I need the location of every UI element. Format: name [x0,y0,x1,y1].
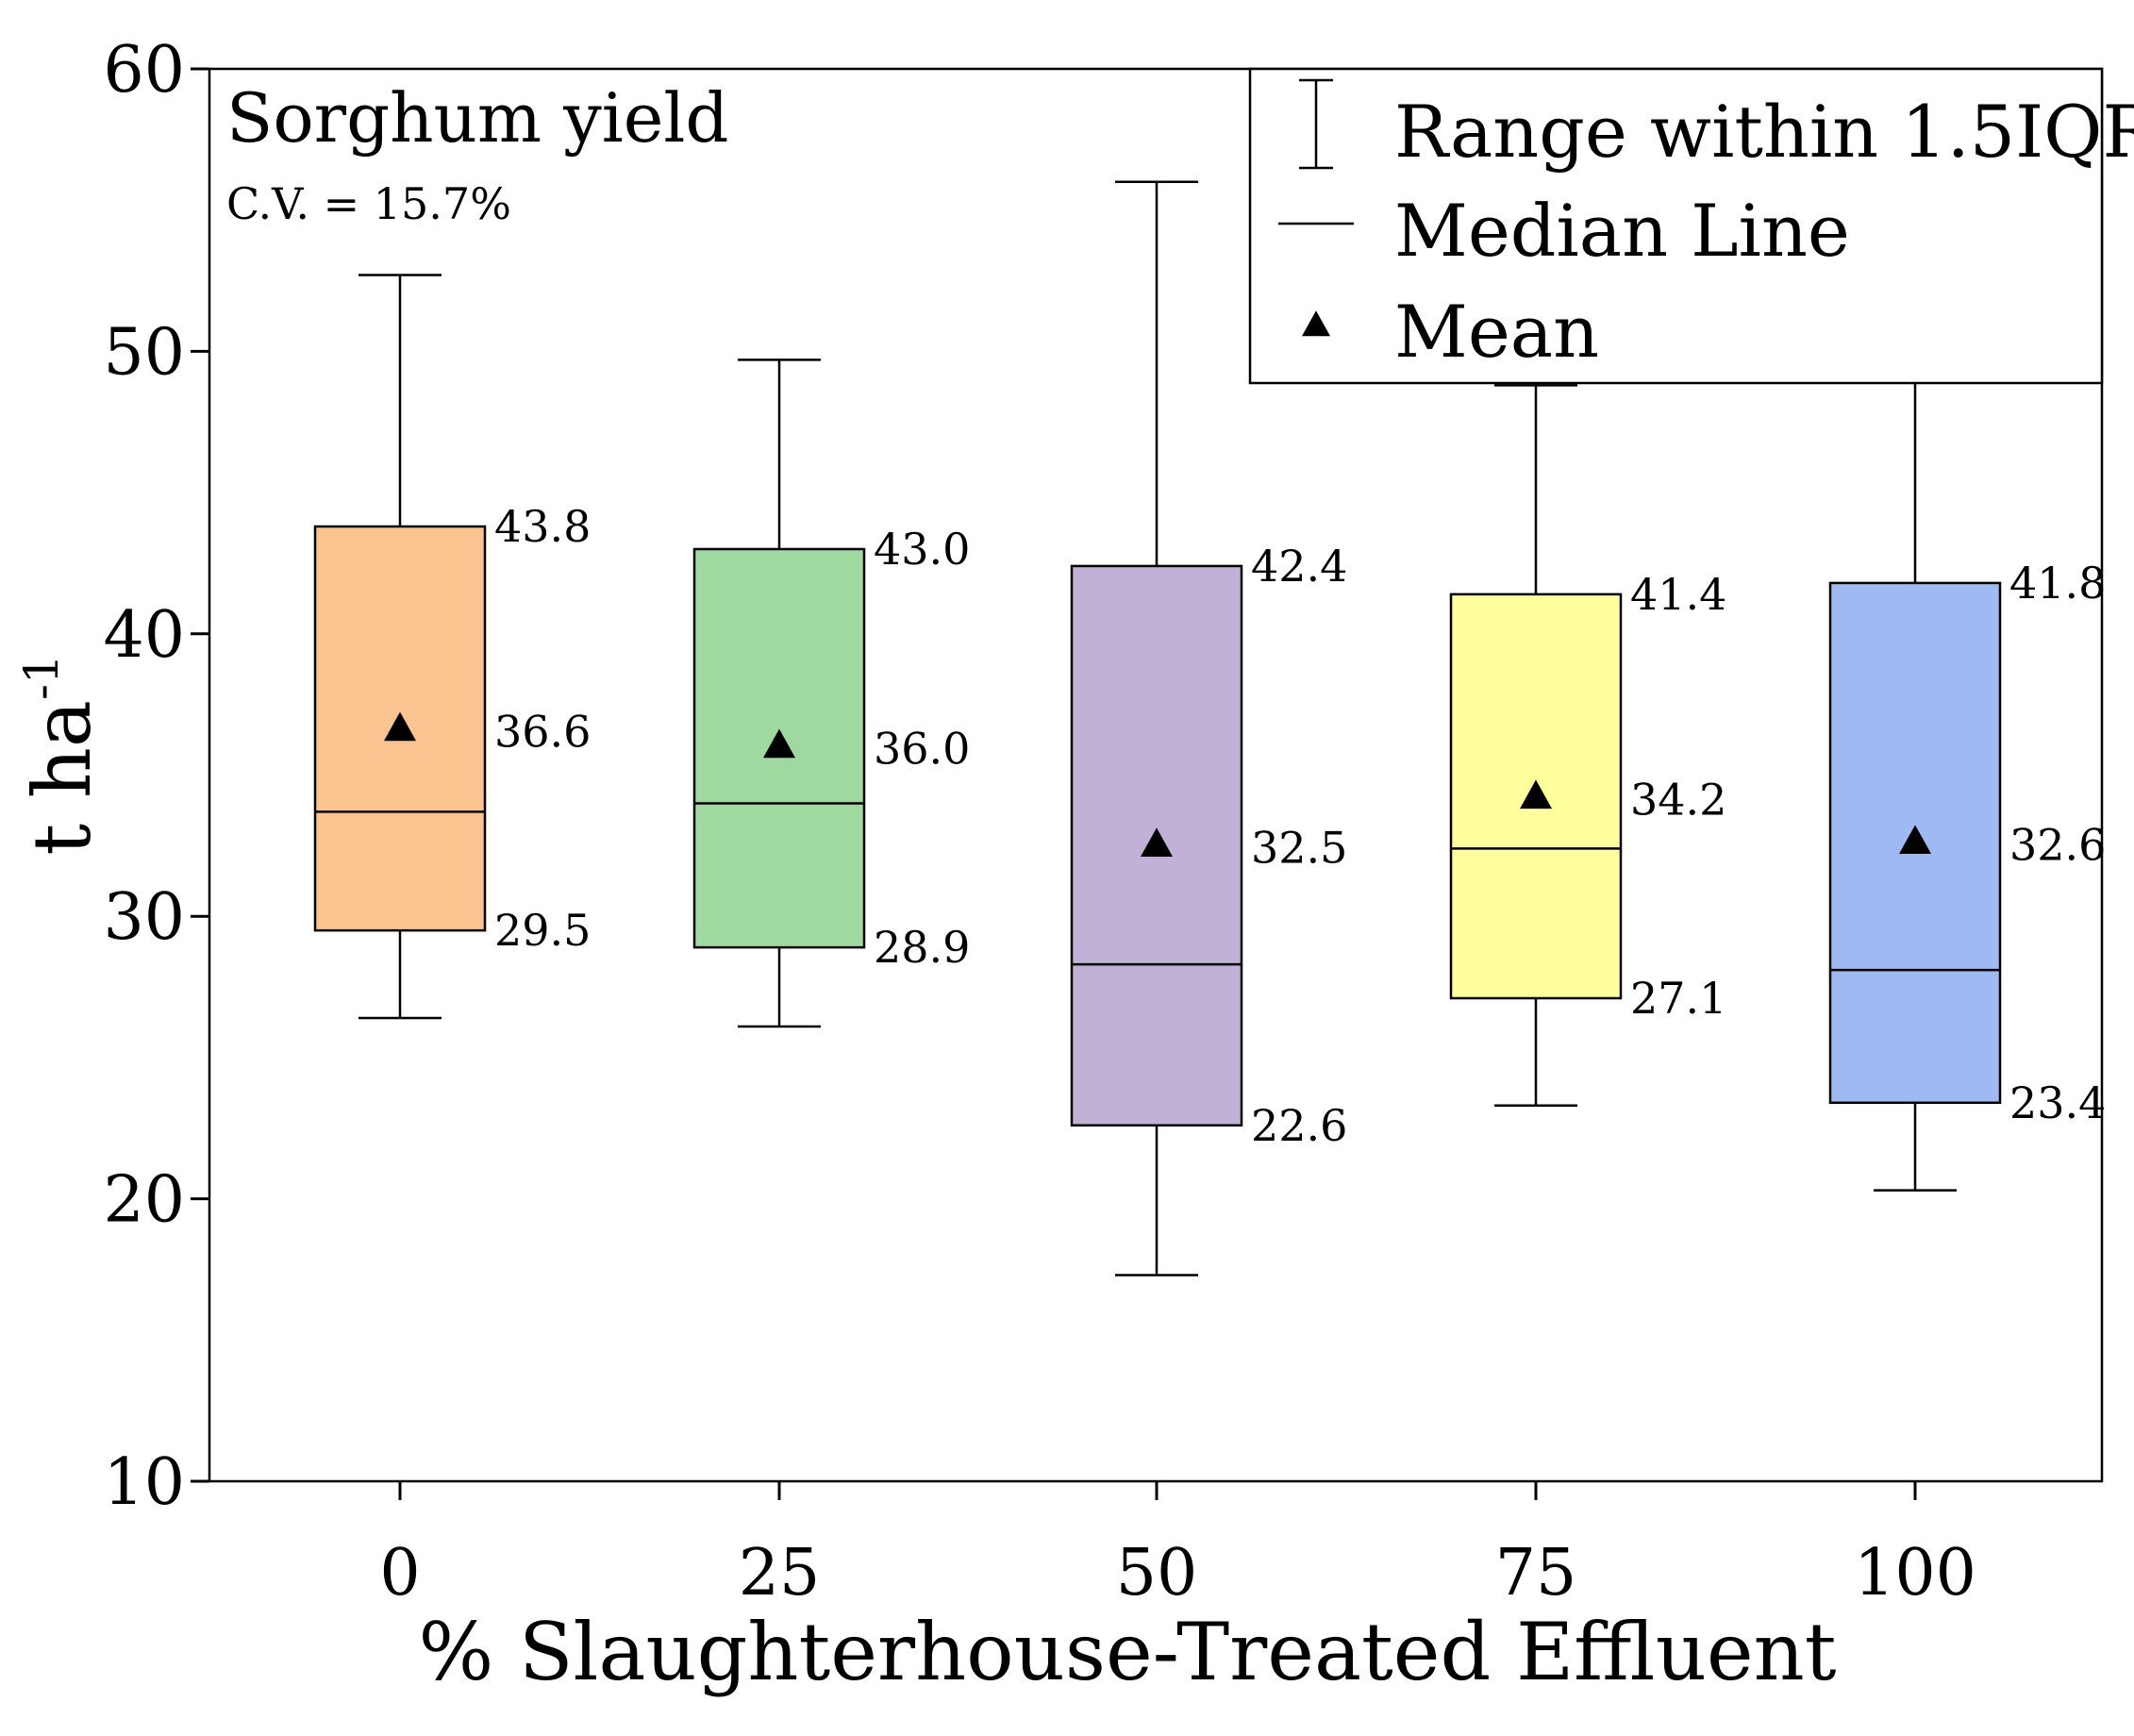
mean-marker [1141,827,1173,857]
y-tick-label-40: 40 [103,598,185,673]
legend-entry-triangle: Mean [1302,290,1599,374]
legend-entry-whisker: Range within 1.5IQR [1299,78,2134,174]
mean-triangle-icon [1302,310,1330,337]
mean-marker [1899,825,1931,854]
y-axis-title-group: t ha-1 [14,654,108,855]
legend: Range within 1.5IQR Median Line Mean [1248,67,2134,385]
cv-annotation: C.V. = 15.7% [226,178,511,229]
chart-title: Sorghum yield [226,78,729,158]
y-axis-title: t ha-1 [14,654,108,855]
x-tick-label-100: 100 [1854,1536,1976,1611]
legend-entry-line: Median Line [1278,189,1850,273]
mean-marker [384,711,416,742]
mean-marker [763,728,795,759]
mean-label: 32.6 [2009,819,2106,870]
q3-label: 41.4 [1630,569,1726,620]
mean-label: 36.0 [874,724,970,775]
y-axis-title-superscript: -1 [14,654,69,700]
x-tick-label-50: 50 [1116,1536,1198,1611]
legend-label: Range within 1.5IQR [1394,90,2134,174]
q3-label: 41.8 [2009,558,2106,609]
x-axis-title: % Slaughterhouse-Treated Effluent [418,1606,1836,1698]
q1-label: 28.9 [874,922,970,973]
x-tick-label-0: 0 [379,1536,420,1611]
q3-label: 42.4 [1251,541,1347,592]
q1-label: 29.5 [494,905,591,956]
box-group-25: 43.0 36.0 28.9 [692,359,970,1028]
y-tick-label-50: 50 [103,315,185,390]
q1-label: 27.1 [1630,973,1726,1024]
y-tick-label-10: 10 [103,1445,185,1520]
legend-label: Median Line [1394,189,1850,273]
box-group-50: 42.4 32.5 22.6 [1070,180,1347,1277]
mean-marker [1520,779,1552,810]
y-tick-label-20: 20 [103,1163,185,1238]
legend-box [1248,67,2104,385]
q3-label: 43.8 [494,501,591,552]
plot-area: 10 20 30 40 50 60 43.8 36.6 29.5 0 43.0 36.0 28.9 25 4… [103,33,2106,1611]
mean-label: 36.6 [494,707,591,758]
q3-label: 43.0 [874,524,970,575]
x-tick-label-25: 25 [739,1536,821,1611]
mean-label: 32.5 [1251,822,1347,873]
mean-label: 34.2 [1630,774,1726,825]
box-group-100: 41.8 32.6 23.4 [1828,242,2106,1192]
q1-label: 23.4 [2009,1077,2106,1128]
q1-label: 22.6 [1251,1100,1347,1151]
legend-label: Mean [1394,290,1599,374]
y-tick-label-30: 30 [103,880,185,955]
box-group-75: 41.4 34.2 27.1 [1449,384,1726,1108]
y-tick-label-60: 60 [103,33,185,108]
y-axis-title-main: t ha [16,700,108,856]
x-tick-label-75: 75 [1495,1536,1577,1611]
box-group-0: 43.8 36.6 29.5 [313,274,591,1020]
